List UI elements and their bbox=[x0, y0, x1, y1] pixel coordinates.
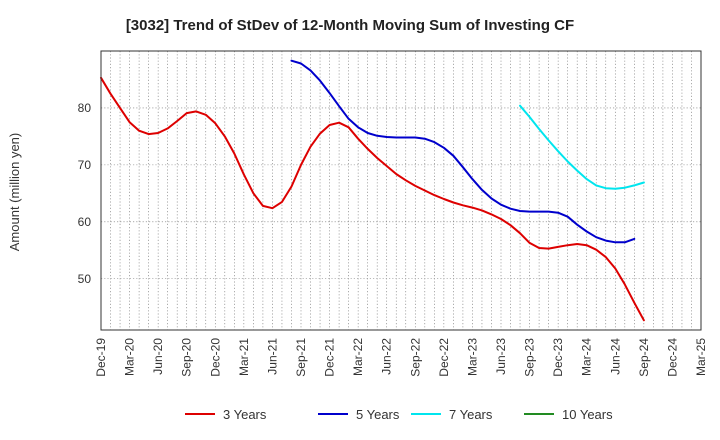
x-tick-label: Sep-21 bbox=[294, 338, 308, 377]
y-tick-labels: 50 60 70 80 bbox=[78, 101, 92, 286]
y-tick-label: 60 bbox=[78, 215, 92, 229]
x-tick-label: Dec-20 bbox=[208, 338, 222, 377]
legend-label: 5 Years bbox=[356, 407, 400, 422]
series-lines bbox=[100, 59, 645, 322]
x-tick-label: Mar-23 bbox=[465, 338, 479, 376]
y-tick-label: 70 bbox=[78, 158, 92, 172]
grid-lines bbox=[101, 51, 701, 330]
x-tick-label: Mar-22 bbox=[351, 338, 365, 376]
series-line-7-years bbox=[519, 104, 645, 190]
x-tick-label: Mar-20 bbox=[123, 338, 137, 376]
y-axis-label: Amount (million yen) bbox=[7, 133, 22, 252]
x-tick-label: Dec-19 bbox=[94, 338, 108, 377]
x-tick-label: Jun-22 bbox=[380, 338, 394, 375]
y-tick-label: 80 bbox=[78, 101, 92, 115]
x-tick-label: Dec-21 bbox=[323, 338, 337, 377]
chart-title: [3032] Trend of StDev of 12-Month Moving… bbox=[126, 17, 574, 34]
x-tick-label: Dec-22 bbox=[437, 338, 451, 377]
x-tick-label: Mar-24 bbox=[580, 338, 594, 376]
legend: 3 Years 5 Years 7 Years 10 Years bbox=[185, 407, 613, 422]
plot-border bbox=[100, 50, 702, 331]
x-tick-label: Dec-24 bbox=[665, 338, 679, 377]
x-tick-label: Jun-23 bbox=[494, 338, 508, 375]
legend-label: 3 Years bbox=[223, 407, 267, 422]
x-tick-label: Mar-25 bbox=[694, 338, 708, 376]
x-tick-label: Sep-20 bbox=[180, 338, 194, 377]
x-tick-label: Sep-23 bbox=[523, 338, 537, 377]
y-tick-label: 50 bbox=[78, 272, 92, 286]
x-tick-label: Jun-24 bbox=[608, 338, 622, 375]
series-line-5-years bbox=[290, 59, 636, 244]
x-tick-label: Sep-24 bbox=[637, 338, 651, 377]
plot-area bbox=[101, 51, 701, 330]
x-tick-label: Jun-20 bbox=[151, 338, 165, 375]
x-tick-labels: Dec-19 Mar-20 Jun-20 Sep-20 Dec-20 Mar-21 Jun-… bbox=[94, 338, 708, 377]
x-tick-label: Dec-23 bbox=[551, 338, 565, 377]
legend-label: 7 Years bbox=[449, 407, 493, 422]
legend-label: 10 Years bbox=[562, 407, 613, 422]
x-tick-label: Jun-21 bbox=[265, 338, 279, 375]
x-tick-label: Mar-21 bbox=[237, 338, 251, 376]
x-tick-label: Sep-22 bbox=[408, 338, 422, 377]
series-line-3-years bbox=[100, 76, 645, 322]
